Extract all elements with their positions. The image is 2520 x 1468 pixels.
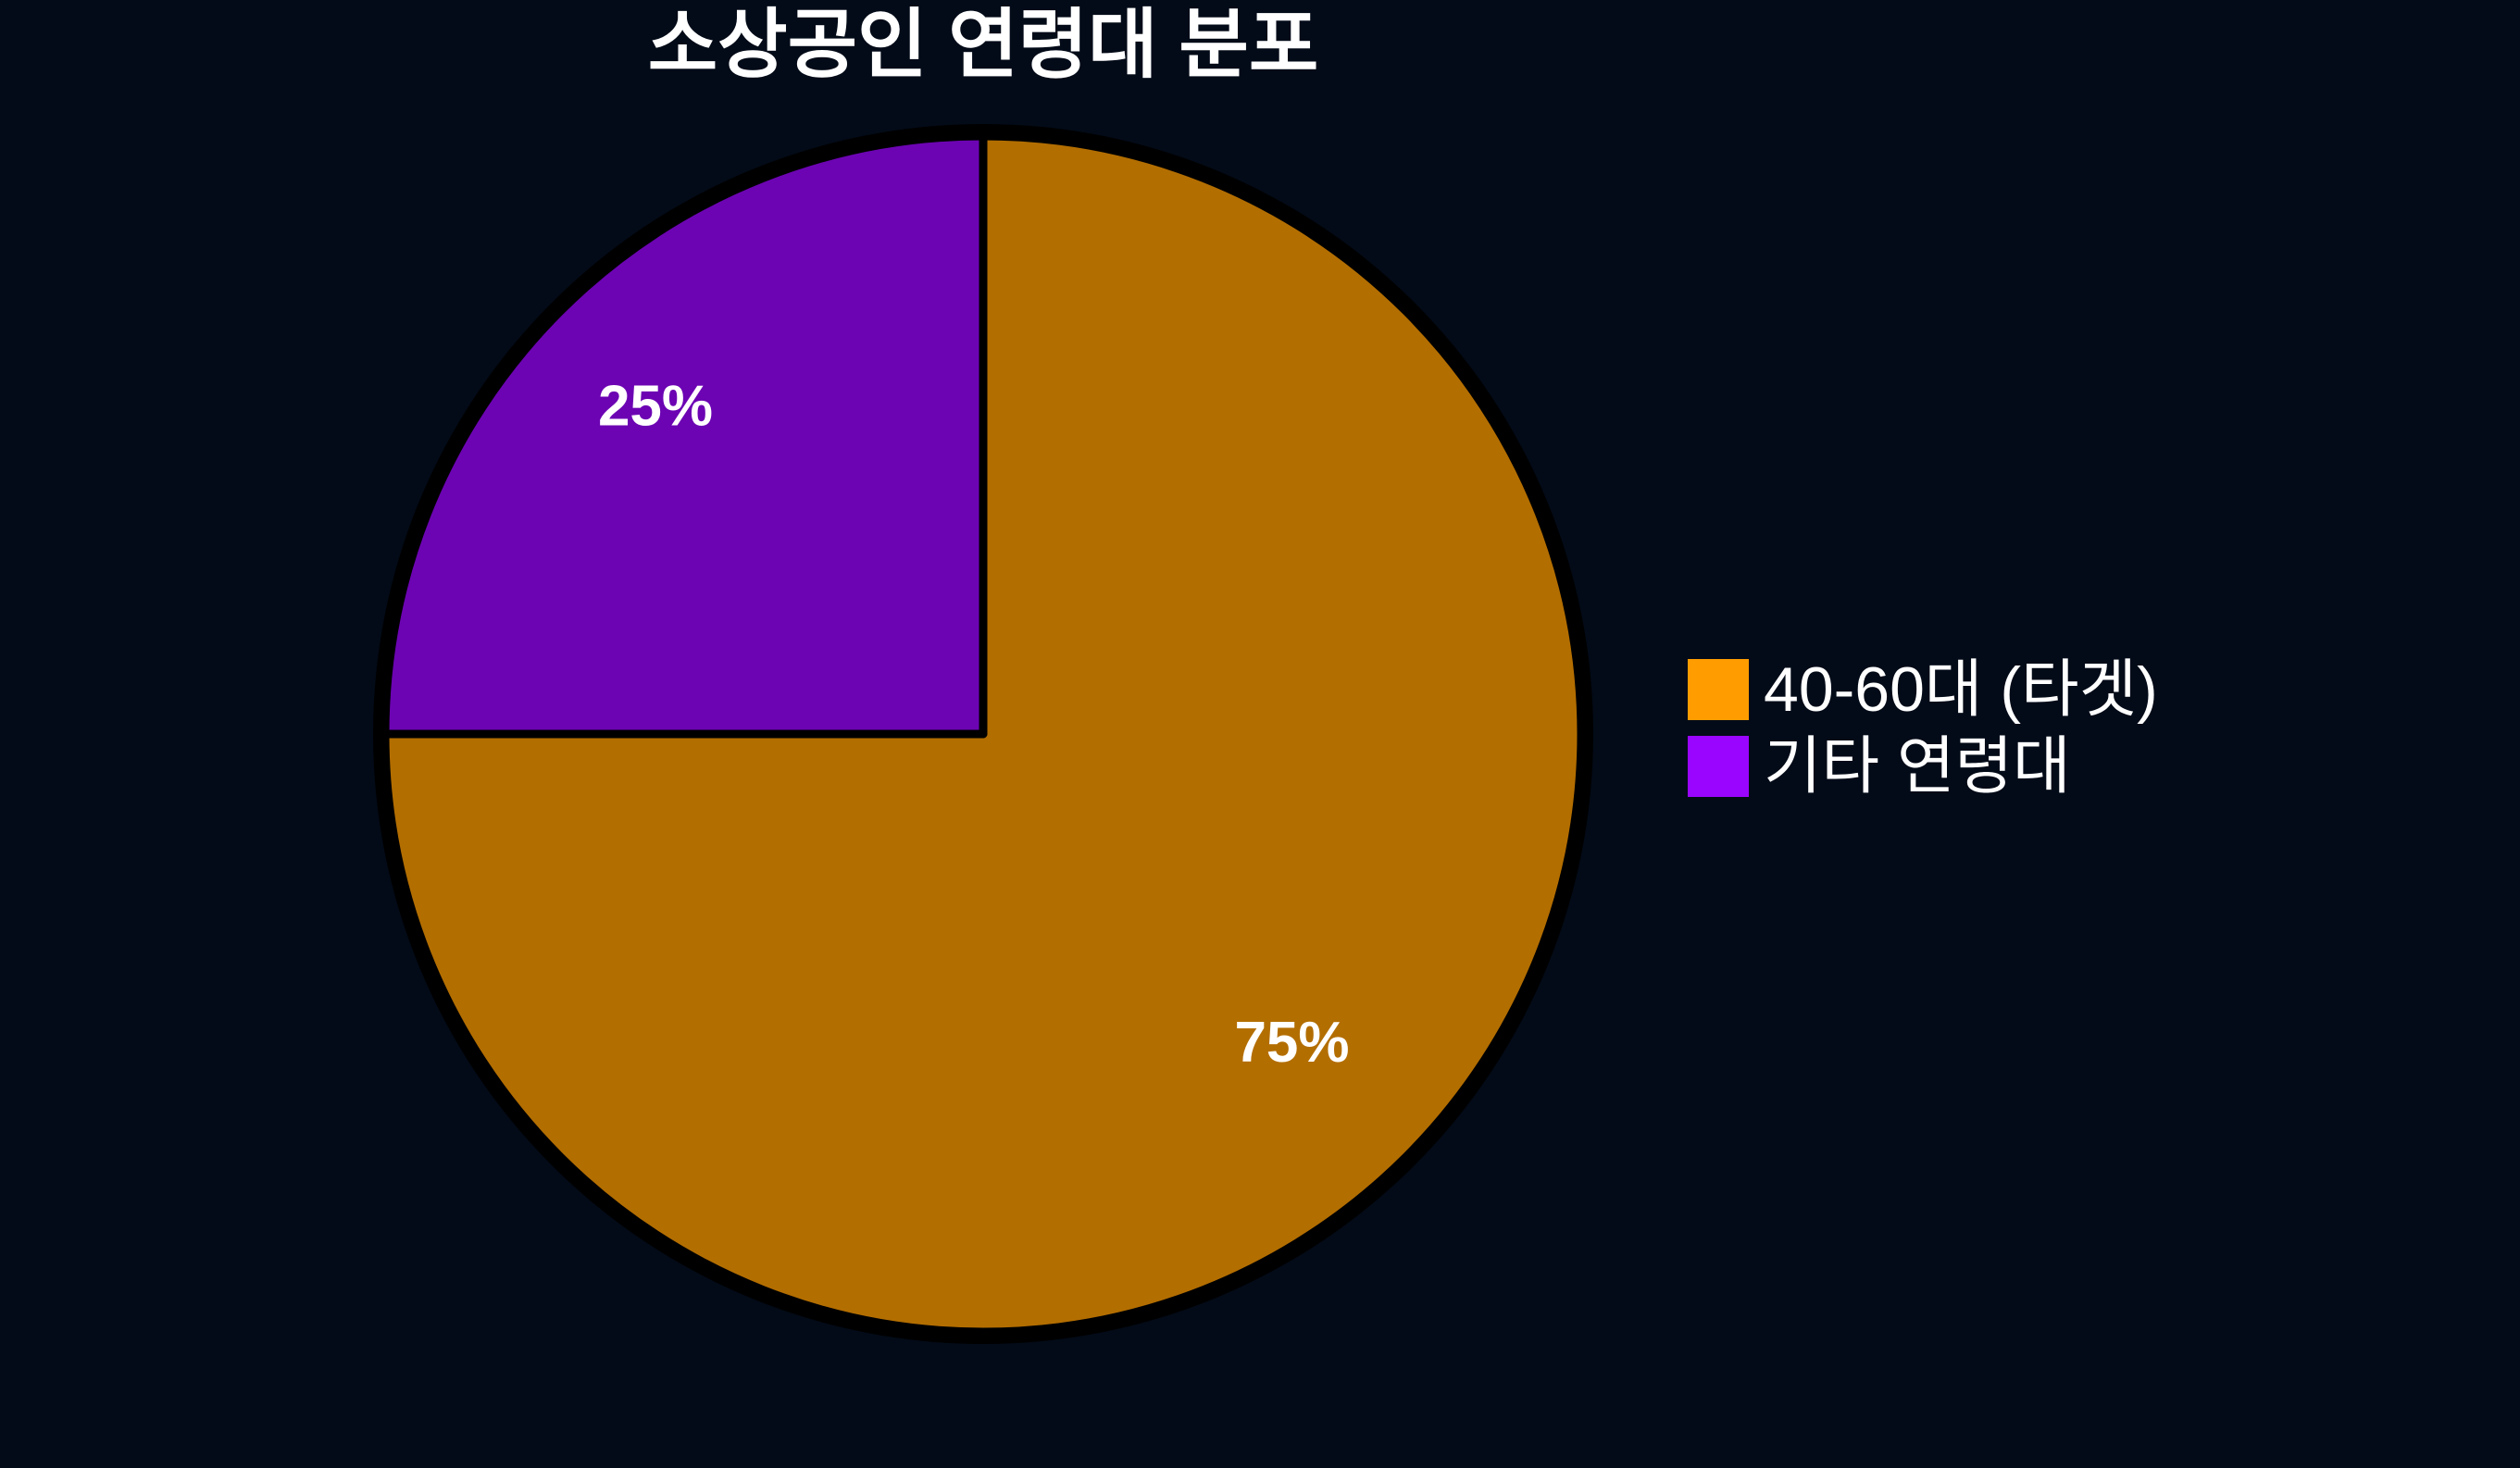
legend: 40-60대 (타겟) 기타 연령대 <box>1688 658 2158 798</box>
chart-title: 소상공인 연령대 분포 <box>647 3 1319 87</box>
legend-label-target: 40-60대 (타겟) <box>1764 654 2158 725</box>
legend-item: 40-60대 (타겟) <box>1688 658 2158 721</box>
legend-swatch-target <box>1688 659 1749 720</box>
pie-pct-label-1: 25% <box>598 375 713 439</box>
pie-pct-label-0: 75% <box>1234 1011 1349 1075</box>
pie-slice-1 <box>380 131 988 739</box>
legend-swatch-other <box>1688 736 1749 797</box>
legend-label-other: 기타 연령대 <box>1764 731 2071 802</box>
legend-item: 기타 연령대 <box>1688 735 2158 798</box>
